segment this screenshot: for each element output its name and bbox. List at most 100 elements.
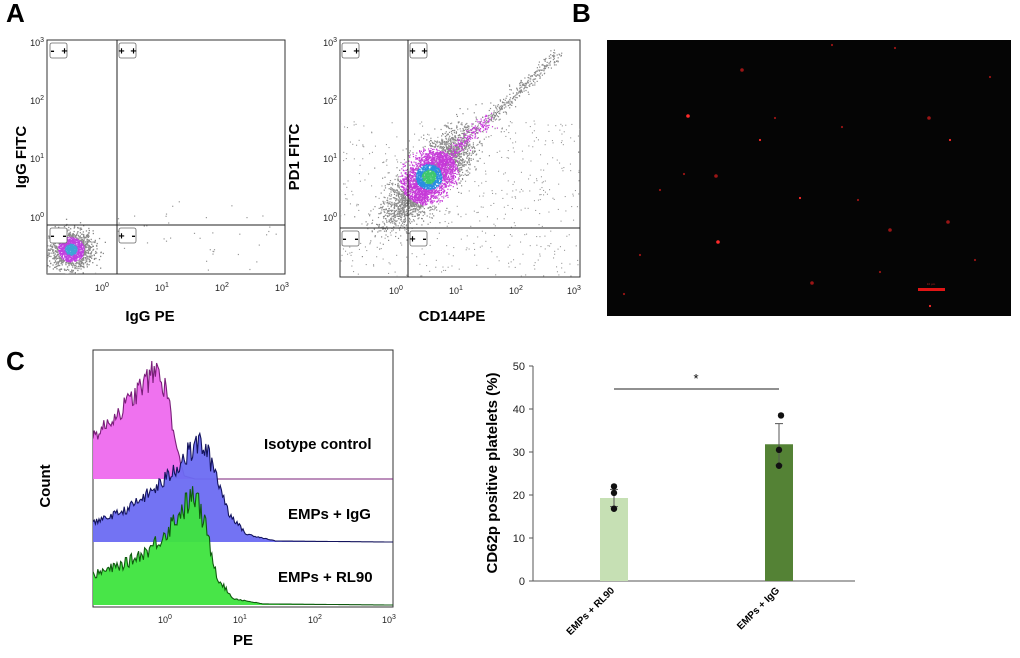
event-dot: [419, 205, 421, 207]
event-dot: [463, 165, 465, 167]
event-dot: [428, 180, 430, 183]
event-dot: [408, 200, 410, 202]
event-dot: [71, 260, 73, 262]
event-dot: [436, 155, 438, 157]
event-dot: [412, 211, 414, 213]
event-dot: [460, 150, 462, 152]
event-dot: [433, 165, 435, 167]
event-dot: [403, 226, 405, 228]
event-dot: [431, 181, 433, 183]
event-dot: [448, 153, 450, 156]
event-dot: [448, 137, 450, 139]
event-dot: [458, 167, 460, 169]
event-dot: [66, 249, 68, 251]
event-dot: [438, 191, 441, 193]
event-dot: [452, 141, 454, 143]
event-dot: [460, 156, 462, 158]
event-dot: [383, 209, 385, 211]
event-dot: [442, 133, 444, 136]
event-dot: [446, 192, 448, 194]
event-dot: [418, 174, 420, 176]
event-dot: [445, 138, 447, 140]
event-dot: [440, 182, 442, 184]
event-dot: [71, 269, 73, 272]
event-dot: [79, 253, 82, 256]
event-dot: [429, 159, 431, 161]
event-dot: [418, 217, 420, 219]
event-dot: [392, 203, 394, 205]
event-dot: [421, 196, 424, 198]
event-dot: [434, 128, 436, 130]
event-dot: [456, 115, 458, 117]
event-dot: [69, 276, 70, 277]
event-dot: [50, 248, 52, 250]
event-dot: [433, 187, 435, 189]
event-dot: [98, 259, 101, 261]
event-dot: [75, 241, 77, 243]
event-dot: [212, 250, 214, 252]
event-dot: [68, 245, 70, 247]
event-dot: [479, 121, 482, 123]
event-dot: [67, 248, 70, 250]
event-dot: [83, 251, 86, 254]
event-dot: [415, 157, 417, 159]
event-dot: [392, 222, 394, 224]
event-dot: [431, 161, 433, 163]
event-dot: [476, 128, 479, 130]
event-dot: [400, 195, 402, 197]
event-dot: [386, 212, 388, 214]
event-dot: [422, 181, 424, 183]
event-dot: [65, 218, 68, 220]
event-dot: [463, 138, 465, 140]
event-dot: [388, 211, 390, 213]
event-dot: [430, 209, 432, 211]
event-dot: [96, 245, 98, 247]
event-dot: [63, 260, 65, 262]
event-dot: [448, 143, 450, 145]
event-dot: [68, 235, 70, 237]
event-dot: [178, 201, 180, 203]
quadrant-label-ur: + +: [118, 42, 137, 59]
event-dot: [69, 243, 72, 245]
event-dot: [436, 209, 438, 211]
event-dot: [85, 254, 87, 256]
event-dot: [410, 175, 412, 177]
event-dot: [70, 246, 72, 248]
event-dot: [462, 141, 464, 143]
event-dot: [63, 253, 65, 256]
event-dot: [468, 130, 470, 133]
event-dot: [456, 127, 458, 129]
event-dot: [412, 187, 414, 189]
event-dot: [146, 225, 148, 227]
event-dot: [444, 190, 446, 192]
event-dot: [67, 253, 69, 255]
event-dot: [441, 158, 443, 160]
event-dot: [87, 251, 90, 253]
event-dot: [457, 148, 459, 150]
event-dot: [69, 245, 71, 247]
event-dot: [64, 250, 66, 252]
event-dot: [426, 179, 428, 181]
event-dot: [456, 187, 458, 189]
event-dot: [84, 253, 87, 255]
event-dot: [413, 199, 415, 201]
event-dot: [65, 258, 67, 260]
event-dot: [399, 200, 401, 202]
event-dot: [78, 238, 80, 240]
event-dot: [421, 167, 423, 169]
event-dot: [47, 256, 49, 259]
event-dot: [448, 180, 450, 182]
event-dot: [85, 236, 87, 239]
event-dot: [378, 223, 381, 226]
event-dot: [436, 159, 438, 162]
event-dot: [420, 188, 422, 190]
event-dot: [408, 213, 411, 215]
event-dot: [450, 141, 452, 143]
event-dot: [421, 158, 423, 160]
event-dot: [427, 183, 429, 186]
event-dot: [432, 201, 434, 204]
event-dot: [460, 141, 462, 143]
event-dot: [448, 153, 450, 155]
event-dot: [425, 154, 427, 156]
event-dot: [445, 194, 448, 196]
